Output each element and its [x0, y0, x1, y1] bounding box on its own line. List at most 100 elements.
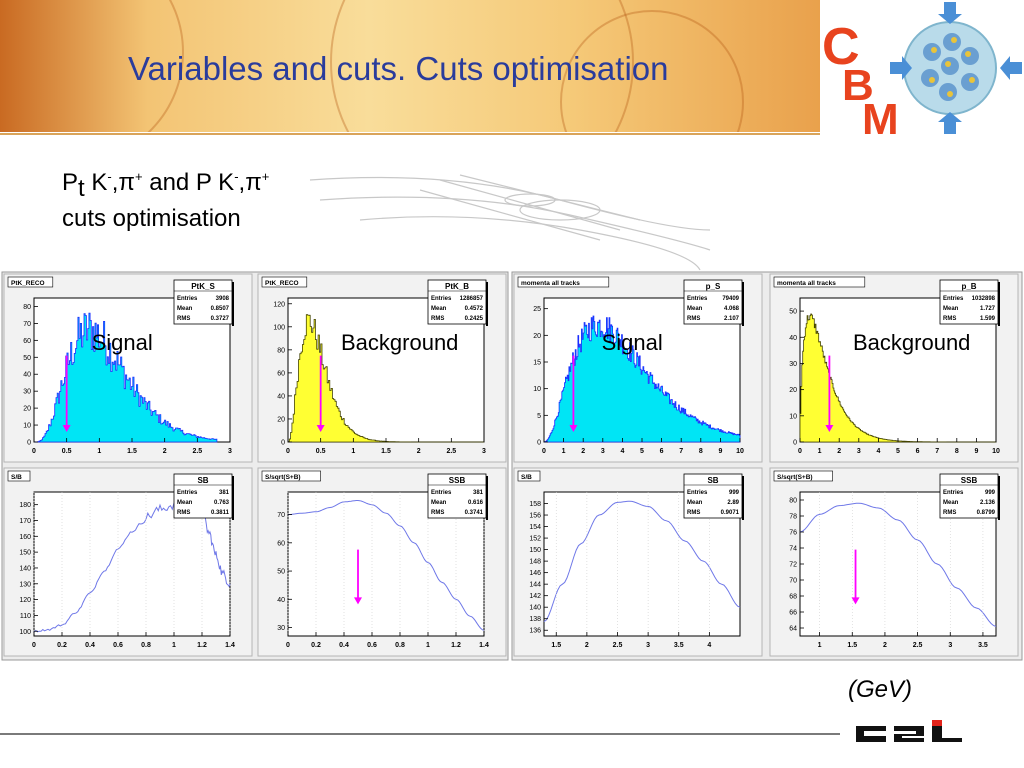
x-tick-label: 4: [707, 642, 711, 649]
stats-value: 1032898: [972, 296, 996, 302]
y-tick-label: 150: [529, 547, 541, 554]
y-tick-label: 30: [789, 361, 797, 368]
cut-arrow-head: [354, 597, 362, 605]
overlay-label-background: Background: [853, 330, 970, 355]
pad-title-box: [773, 276, 866, 288]
x-tick-label: 10: [736, 448, 744, 455]
x-tick-label: 2: [417, 448, 421, 455]
subtitle-pi-2: ,π: [238, 169, 262, 196]
x-tick-label: 2.5: [613, 642, 623, 649]
x-tick-label: 6: [660, 448, 664, 455]
plot-pad-5: 0 0.2 0.4 0.6 0.8 1 1.2 1.4 100 110 120 130 140 150 16…: [3, 467, 253, 657]
x-tick-label: 1: [818, 448, 822, 455]
y-tick-label: 144: [529, 582, 541, 589]
stats-label: RMS: [943, 510, 956, 516]
y-tick-label: 70: [23, 321, 31, 328]
stats-value: 0.763: [214, 500, 230, 506]
stats-label: RMS: [177, 510, 190, 516]
y-tick-label: 78: [789, 514, 797, 521]
x-tick-label: 3: [228, 448, 232, 455]
y-tick-label: 20: [533, 333, 541, 340]
x-tick-label: 1.2: [451, 642, 461, 649]
stats-value: 0.9071: [721, 510, 740, 516]
y-tick-label: 40: [23, 372, 31, 379]
y-tick-label: 136: [529, 628, 541, 635]
y-tick-label: 70: [789, 578, 797, 585]
stats-box-shadow: [742, 282, 744, 326]
y-tick-label: 146: [529, 570, 541, 577]
plot-pad-2: 0 0.5 1 1.5 2 2.5 3 0 20 40 60 80 100 120 PtK_RECO PtK_…: [257, 273, 507, 463]
beam-arrows-icon: [890, 2, 1022, 134]
y-tick-label: 138: [529, 616, 541, 623]
y-tick-label: 160: [19, 534, 31, 541]
histogram-bars: [34, 312, 218, 443]
plot-pad-3: 0 1 2 3 4 5 6 7 8 9 10 0 5 10 15 20 25 momenta all tracks…: [513, 273, 763, 463]
x-tick-label: 0: [798, 448, 802, 455]
y-tick-label: 10: [533, 386, 541, 393]
stats-label: Entries: [431, 490, 452, 496]
stats-box-shadow: [232, 476, 234, 520]
histogram-bars: [544, 315, 741, 443]
unit-note: (GeV): [848, 676, 913, 703]
stats-name: SSB: [449, 476, 466, 485]
cut-arrow-head: [62, 425, 71, 432]
x-tick-label: 0: [542, 448, 546, 455]
banner-swirl: [0, 0, 184, 132]
x-tick-label: 2: [837, 448, 841, 455]
stats-box: [427, 473, 487, 519]
y-tick-label: 140: [19, 565, 31, 572]
x-tick-label: 4: [620, 448, 624, 455]
x-tick-label: 2: [585, 642, 589, 649]
subtitle-and: and P K: [142, 169, 235, 196]
y-tick-label: 25: [533, 306, 541, 313]
stats-value: 0.2425: [465, 316, 484, 322]
y-tick-label: 60: [23, 338, 31, 345]
x-tick-label: 3.5: [978, 642, 988, 649]
stats-value: 999: [985, 490, 996, 496]
y-tick-label: 120: [273, 301, 285, 308]
stats-label: RMS: [687, 316, 700, 322]
x-tick-label: 1.5: [381, 448, 391, 455]
subtitle-k: K: [84, 169, 108, 196]
x-tick-label: 2.5: [192, 448, 202, 455]
x-tick-label: 0.6: [113, 642, 123, 649]
stats-value: 4.068: [724, 306, 740, 312]
detector-sketch: [309, 174, 711, 271]
y-tick-label: 60: [277, 540, 285, 547]
stats-label: Mean: [177, 306, 193, 312]
pad-title: PtK_RECO: [11, 280, 45, 287]
stats-value: 0.616: [468, 500, 484, 506]
y-tick-label: 152: [529, 536, 541, 543]
x-tick-label: 0: [32, 642, 36, 649]
stats-label: Entries: [943, 490, 964, 496]
banner-divider: [0, 133, 820, 135]
x-tick-label: 6: [916, 448, 920, 455]
stats-name: p_S: [706, 282, 721, 291]
stats-label: Entries: [177, 490, 198, 496]
stats-label: Entries: [687, 296, 708, 302]
stats-value: 2.136: [980, 500, 996, 506]
stats-box: [683, 279, 743, 325]
stats-name: p_B: [961, 282, 976, 291]
stats-value: 1286857: [460, 296, 484, 302]
stats-value: 381: [473, 490, 484, 496]
stats-box-shadow: [486, 282, 488, 326]
y-tick-label: 20: [789, 387, 797, 394]
pad-title-box: [517, 470, 541, 482]
y-tick-label: 158: [529, 501, 541, 508]
cbm-logo: C B M: [822, 2, 1022, 140]
cut-arrow-head: [316, 425, 325, 432]
x-tick-label: 0.8: [141, 642, 151, 649]
y-tick-label: 40: [789, 335, 797, 342]
x-tick-label: 1: [172, 642, 176, 649]
stats-box-shadow: [998, 476, 1000, 520]
footer-divider: [0, 733, 840, 735]
stats-label: RMS: [943, 316, 956, 322]
slide-title: Variables and cuts. Cuts optimisation: [128, 50, 669, 87]
y-tick-label: 30: [23, 389, 31, 396]
y-tick-label: 100: [19, 629, 31, 636]
stats-value: 1.599: [980, 316, 996, 322]
histogram-bars: [287, 314, 484, 443]
x-tick-label: 3: [482, 448, 486, 455]
y-tick-label: 140: [529, 605, 541, 612]
